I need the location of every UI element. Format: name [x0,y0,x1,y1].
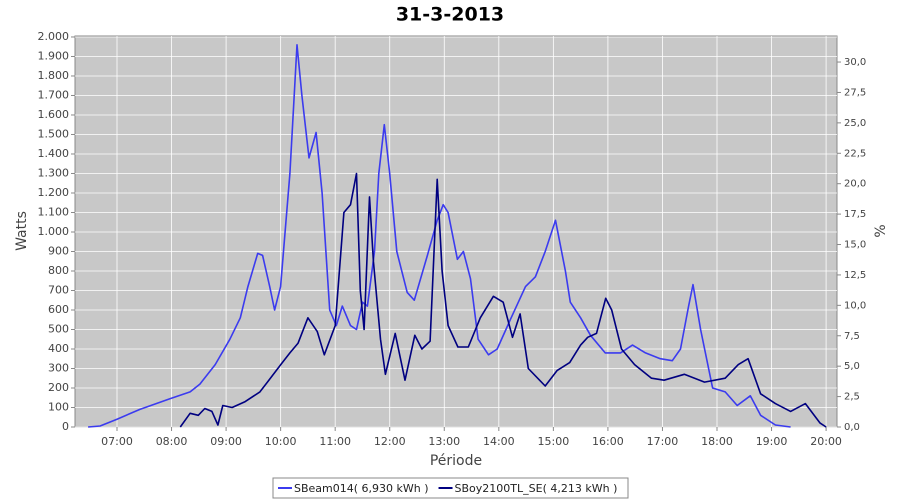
y-tick-label: 1.700 [38,88,70,101]
x-tick-label: 15:00 [538,435,570,448]
y2-tick-label: 22,5 [844,148,866,159]
y-tick-label: 900 [48,244,69,257]
y2-axis-label: % [873,224,889,237]
y2-tick-label: 17,5 [844,209,866,220]
y-tick-label: 1.800 [38,69,70,82]
x-tick-label: 14:00 [483,435,515,448]
y-tick-label: 2.000 [38,30,70,43]
y-tick-label: 700 [48,283,69,296]
y2-tick-label: 25,0 [844,118,866,129]
x-tick-label: 08:00 [156,435,188,448]
chart-title: 31-3-2013 [396,4,504,26]
y-tick-label: 300 [48,361,69,374]
y2-tick-label: 30,0 [844,57,866,68]
series-line [88,44,791,428]
x-tick-label: 18:00 [701,435,733,448]
y2-tick-label: 7,5 [844,331,860,342]
x-axis-label: Période [430,453,482,469]
legend-label: SBeam014( 6,930 kWh ) [294,482,429,495]
y-tick-label: 1.500 [38,127,70,140]
x-tick-label: 07:00 [101,435,133,448]
y-tick-label: 100 [48,400,69,413]
x-tick-label: 20:00 [810,435,842,448]
y2-tick-label: 12,5 [844,270,866,281]
x-tick-label: 11:00 [319,435,351,448]
y-tick-label: 1.000 [38,225,70,238]
y2-tick-label: 5,0 [844,361,860,372]
y-tick-label: 0 [62,420,69,433]
y2-tick-label: 15,0 [844,240,866,251]
y2-tick-label: 2,5 [844,392,860,403]
y-tick-label: 500 [48,322,69,335]
y-tick-label: 1.900 [38,49,70,62]
x-tick-label: 16:00 [592,435,624,448]
x-tick-label: 13:00 [428,435,460,448]
x-tick-label: 10:00 [265,435,297,448]
y2-tick-label: 10,0 [844,300,866,311]
x-tick-label: 09:00 [210,435,242,448]
series-line [179,172,827,428]
plot-area [74,35,838,428]
y-tick-label: 1.400 [38,147,70,160]
x-tick-label: 12:00 [374,435,406,448]
y-tick-label: 200 [48,381,69,394]
y2-tick-label: 0,0 [844,422,860,433]
y2-tick-label: 20,0 [844,179,866,190]
legend-label: SBoy2100TL_SE( 4,213 kWh ) [455,482,618,495]
y-tick-label: 600 [48,303,69,316]
y-axis-label: Watts [14,211,30,251]
y-tick-label: 1.200 [38,186,70,199]
y-tick-label: 1.100 [38,205,70,218]
x-tick-label: 17:00 [647,435,679,448]
x-tick-label: 19:00 [756,435,788,448]
y2-tick-label: 27,5 [844,87,866,98]
y-tick-label: 400 [48,342,69,355]
y-tick-label: 800 [48,264,69,277]
y-tick-label: 1.600 [38,108,70,121]
y-tick-label: 1.300 [38,166,70,179]
